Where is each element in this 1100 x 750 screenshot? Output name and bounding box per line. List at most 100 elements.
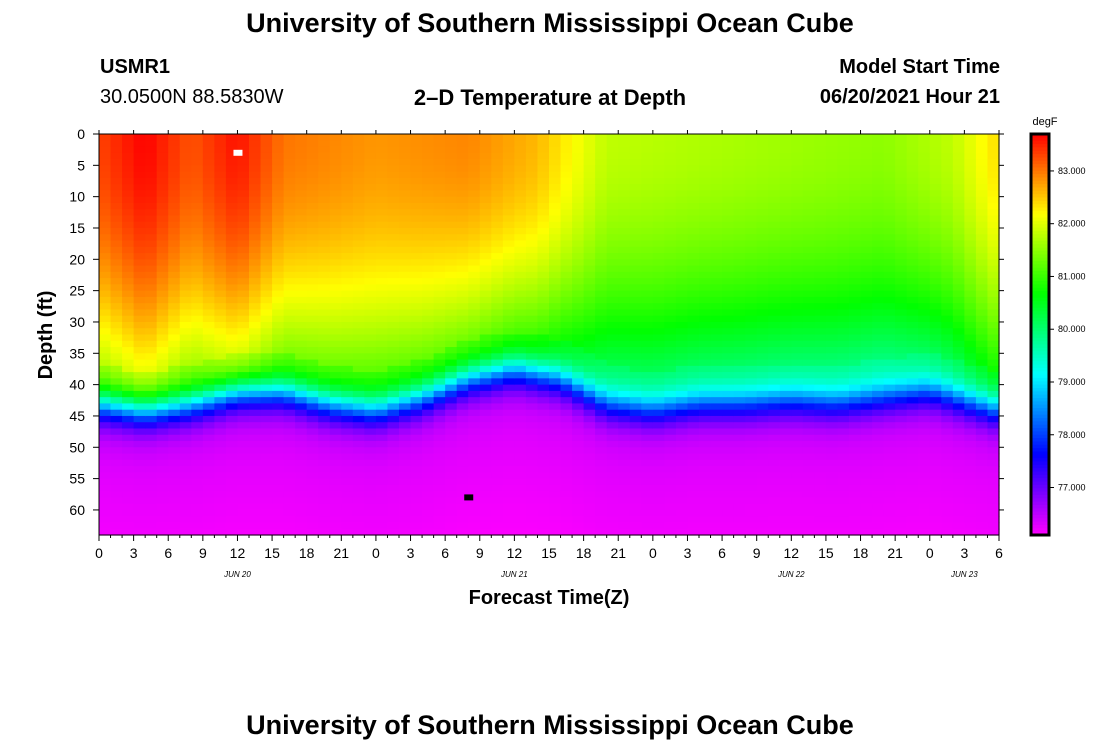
heatmap-cell <box>260 484 273 492</box>
heatmap-cell <box>329 171 342 179</box>
heatmap-cell <box>249 359 262 367</box>
heatmap-cell <box>699 309 712 317</box>
heatmap-cell <box>699 415 712 423</box>
heatmap-cell <box>202 428 215 436</box>
heatmap-cell <box>156 334 169 342</box>
heatmap-cell <box>168 196 181 204</box>
heatmap-cell <box>514 165 527 173</box>
heatmap-cell <box>837 159 850 166</box>
heatmap-cell <box>560 284 573 292</box>
heatmap-cell <box>699 171 712 179</box>
heatmap-cell <box>514 234 527 242</box>
heatmap-cell <box>399 290 412 298</box>
heatmap-cell <box>422 234 435 242</box>
heatmap-cell <box>456 428 469 436</box>
heatmap-cell <box>814 509 827 517</box>
heatmap-cell <box>110 202 123 210</box>
heatmap-cell <box>318 441 331 448</box>
heatmap-cell <box>583 509 596 517</box>
heatmap-cell <box>145 309 158 317</box>
heatmap-cell <box>895 422 908 430</box>
heatmap-cell <box>99 303 112 311</box>
heatmap-cell <box>514 140 527 148</box>
heatmap-cell <box>768 328 781 336</box>
heatmap-cell <box>341 278 354 285</box>
heatmap-cell <box>687 334 700 342</box>
heatmap-cell <box>606 328 619 336</box>
heatmap-cell <box>479 134 492 141</box>
heatmap-cell <box>537 409 550 417</box>
heatmap-cell <box>375 140 389 148</box>
heatmap-cell <box>456 397 469 405</box>
heatmap-cell <box>99 202 112 210</box>
heatmap-cell <box>306 334 319 342</box>
heatmap-cell <box>237 303 250 311</box>
heatmap-cell <box>652 472 665 480</box>
heatmap-cell <box>756 146 769 154</box>
heatmap-cell <box>433 347 446 354</box>
heatmap-cell <box>606 240 619 248</box>
heatmap-cell <box>399 171 412 179</box>
heatmap-cell <box>514 459 527 467</box>
heatmap-cell <box>375 284 389 292</box>
heatmap-cell <box>768 478 781 486</box>
heatmap-cell <box>306 459 319 467</box>
heatmap-cell <box>283 447 296 455</box>
heatmap-cell <box>802 497 815 505</box>
heatmap-cell <box>768 415 781 423</box>
heatmap-cell <box>422 209 435 217</box>
heatmap-cell <box>122 397 135 405</box>
heatmap-cell <box>560 415 573 423</box>
heatmap-cell <box>99 328 112 336</box>
heatmap-cell <box>237 202 250 210</box>
heatmap-cell <box>722 202 735 210</box>
heatmap-cell <box>802 290 815 298</box>
heatmap-cell <box>629 528 642 536</box>
heatmap-cell <box>652 146 665 154</box>
heatmap-cell <box>641 422 654 430</box>
heatmap-cell <box>987 215 1000 223</box>
heatmap-cell <box>318 265 331 273</box>
heatmap-cell <box>375 227 389 235</box>
heatmap-cell <box>745 253 758 260</box>
heatmap-cell <box>825 146 839 154</box>
heatmap-cell <box>456 484 469 492</box>
heatmap-cell <box>825 484 839 492</box>
heatmap-cell <box>860 284 873 292</box>
heatmap-cell <box>964 184 977 191</box>
heatmap-cell <box>699 484 712 492</box>
heatmap-cell <box>422 253 435 260</box>
heatmap-cell <box>710 321 723 329</box>
heatmap-cell <box>825 522 839 530</box>
heatmap-cell <box>399 415 412 423</box>
heatmap-cell <box>191 397 204 405</box>
heatmap-cell <box>329 290 342 298</box>
heatmap-cell <box>202 265 215 273</box>
heatmap-cell <box>214 259 227 267</box>
heatmap-cell <box>352 397 365 405</box>
heatmap-cell <box>456 278 469 285</box>
heatmap-cell <box>179 315 192 323</box>
heatmap-cell <box>479 472 492 480</box>
heatmap-cell <box>191 196 204 204</box>
heatmap-cell <box>410 303 423 311</box>
heatmap-cell <box>202 234 215 242</box>
heatmap-cell <box>906 509 919 517</box>
heatmap-cell <box>975 146 989 154</box>
heatmap-cell <box>502 422 515 430</box>
heatmap-cell <box>145 390 158 398</box>
heatmap-cell <box>641 441 654 448</box>
heatmap-cell <box>687 209 700 217</box>
heatmap-cell <box>375 209 389 217</box>
heatmap-cell <box>110 466 123 473</box>
heatmap-cell <box>860 215 873 223</box>
heatmap-cell <box>825 378 839 386</box>
heatmap-cell <box>122 209 135 217</box>
heatmap-cell <box>468 334 481 342</box>
heatmap-cell <box>502 503 515 511</box>
heatmap-cell <box>629 466 642 473</box>
heatmap-cell <box>537 134 550 141</box>
heatmap-cell <box>975 441 989 448</box>
heatmap-cell <box>364 140 377 148</box>
heatmap-cell <box>918 378 931 386</box>
